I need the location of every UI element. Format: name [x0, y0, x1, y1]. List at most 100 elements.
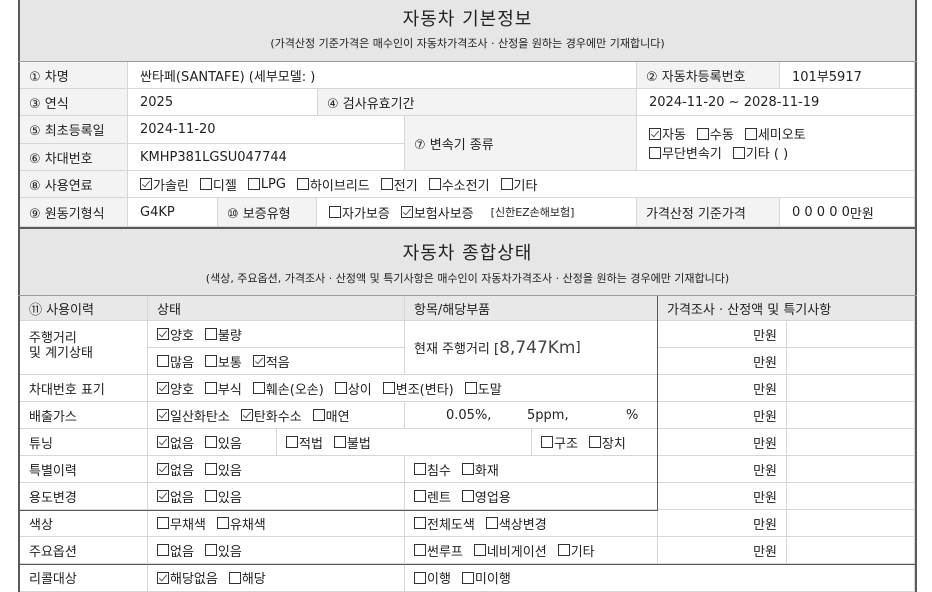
checkbox-unchecked[interactable]	[588, 436, 601, 448]
notes-cell[interactable]	[787, 321, 915, 348]
checkbox-unchecked[interactable]	[204, 355, 217, 367]
checkbox-option[interactable]: 기타	[557, 541, 595, 560]
checkbox-unchecked[interactable]	[414, 571, 426, 584]
notes-cell[interactable]	[787, 537, 915, 564]
checkbox-option[interactable]: 미이행	[461, 568, 511, 587]
price-cell[interactable]: 만원	[658, 375, 787, 402]
checkbox-unchecked[interactable]	[485, 517, 498, 529]
checkbox-option[interactable]: 매연	[312, 406, 350, 425]
checkbox-unchecked[interactable]	[204, 328, 217, 340]
checkbox-option[interactable]: 네비게이션	[473, 541, 547, 560]
checkbox-unchecked[interactable]	[204, 382, 217, 394]
checkbox-unchecked[interactable]	[333, 436, 346, 448]
checkbox-checked[interactable]	[252, 355, 265, 367]
checkbox-option[interactable]: 상이	[334, 379, 372, 398]
checkbox-option[interactable]: 색상변경	[485, 514, 547, 533]
checkbox-option[interactable]: LPG	[247, 177, 286, 192]
checkbox-unchecked[interactable]	[500, 178, 513, 190]
checkbox-checked[interactable]	[157, 382, 169, 394]
notes-cell[interactable]	[787, 402, 915, 429]
checkbox-option[interactable]: 있음	[204, 460, 242, 479]
checkbox-option[interactable]: 구조	[541, 433, 578, 452]
price-cell[interactable]: 만원	[658, 456, 787, 483]
checkbox-unchecked[interactable]	[380, 178, 393, 190]
checkbox-option[interactable]: 세미오토	[744, 124, 806, 143]
price-cell[interactable]: 만원	[658, 429, 787, 456]
checkbox-checked[interactable]	[649, 127, 661, 140]
checkbox-unchecked[interactable]	[252, 382, 265, 394]
checkbox-option[interactable]: 적음	[252, 352, 290, 371]
checkbox-unchecked[interactable]	[461, 463, 474, 475]
checkbox-option[interactable]: 장치	[588, 433, 626, 452]
checkbox-option[interactable]: 보험사보증	[400, 203, 474, 222]
checkbox-unchecked[interactable]	[473, 544, 486, 556]
checkbox-checked[interactable]	[157, 328, 169, 340]
checkbox-option[interactable]: 있음	[204, 487, 242, 506]
checkbox-option[interactable]: 많음	[157, 352, 194, 371]
price-cell[interactable]: 만원	[658, 483, 787, 510]
checkbox-option[interactable]: 보통	[204, 352, 242, 371]
checkbox-option[interactable]: 유채색	[216, 514, 266, 533]
checkbox-checked[interactable]	[157, 463, 169, 475]
checkbox-unchecked[interactable]	[414, 517, 426, 529]
checkbox-unchecked[interactable]	[557, 544, 570, 556]
checkbox-option[interactable]: 양호	[157, 325, 194, 344]
checkbox-unchecked[interactable]	[247, 178, 260, 190]
checkbox-option[interactable]: 렌트	[414, 487, 451, 506]
checkbox-option[interactable]: 침수	[414, 460, 451, 479]
notes-cell[interactable]	[787, 348, 915, 375]
checkbox-option[interactable]: 변조(변타)	[382, 379, 454, 398]
checkbox-unchecked[interactable]	[157, 544, 169, 556]
checkbox-checked[interactable]	[157, 490, 169, 502]
checkbox-unchecked[interactable]	[204, 463, 217, 475]
checkbox-option[interactable]: 썬루프	[414, 541, 463, 560]
checkbox-option[interactable]: 무채색	[157, 514, 206, 533]
checkbox-unchecked[interactable]	[649, 146, 661, 159]
checkbox-option[interactable]: 기타	[500, 175, 537, 194]
checkbox-option[interactable]: 영업용	[461, 487, 511, 506]
checkbox-checked[interactable]	[240, 409, 253, 421]
checkbox-checked[interactable]	[157, 436, 169, 448]
notes-cell[interactable]	[787, 429, 915, 456]
checkbox-unchecked[interactable]	[414, 544, 426, 556]
checkbox-unchecked[interactable]	[461, 490, 474, 502]
checkbox-option[interactable]: 디젤	[199, 175, 237, 194]
checkbox-unchecked[interactable]	[204, 436, 217, 448]
checkbox-option[interactable]: 도말	[464, 379, 502, 398]
checkbox-unchecked[interactable]	[414, 490, 426, 502]
checkbox-unchecked[interactable]	[414, 463, 426, 475]
price-cell[interactable]: 만원	[658, 510, 787, 537]
checkbox-option[interactable]: 전기	[380, 175, 418, 194]
checkbox-option[interactable]: 불량	[204, 325, 242, 344]
checkbox-option[interactable]: 없음	[157, 460, 194, 479]
checkbox-unchecked[interactable]	[312, 409, 325, 421]
checkbox-option[interactable]: 불법	[333, 433, 371, 452]
checkbox-option[interactable]: 부식	[204, 379, 242, 398]
checkbox-option[interactable]: 자동	[649, 124, 686, 143]
checkbox-option[interactable]: 없음	[157, 541, 194, 560]
checkbox-option[interactable]: 해당	[228, 568, 266, 587]
checkbox-unchecked[interactable]	[204, 490, 217, 502]
checkbox-unchecked[interactable]	[732, 146, 745, 159]
checkbox-unchecked[interactable]	[296, 178, 309, 190]
checkbox-option[interactable]: 이행	[414, 568, 451, 587]
checkbox-option[interactable]: 적법	[286, 433, 323, 452]
notes-cell[interactable]	[787, 483, 915, 510]
checkbox-unchecked[interactable]	[286, 436, 298, 448]
checkbox-unchecked[interactable]	[461, 571, 474, 584]
notes-cell[interactable]	[787, 375, 915, 402]
checkbox-option[interactable]: 없음	[157, 433, 194, 452]
checkbox-checked[interactable]	[157, 571, 169, 584]
checkbox-unchecked[interactable]	[199, 178, 212, 190]
checkbox-option[interactable]: 무단변속기	[649, 143, 722, 162]
notes-cell[interactable]	[787, 510, 915, 537]
checkbox-option[interactable]: 있음	[204, 433, 242, 452]
price-cell[interactable]: 만원	[658, 537, 787, 564]
checkbox-option[interactable]: 하이브리드	[296, 175, 370, 194]
checkbox-option[interactable]: 수동	[696, 124, 734, 143]
notes-cell[interactable]	[787, 456, 915, 483]
checkbox-unchecked[interactable]	[382, 382, 395, 394]
checkbox-checked[interactable]	[400, 206, 413, 218]
checkbox-option[interactable]: 훼손(오손)	[252, 379, 324, 398]
checkbox-unchecked[interactable]	[428, 178, 441, 190]
